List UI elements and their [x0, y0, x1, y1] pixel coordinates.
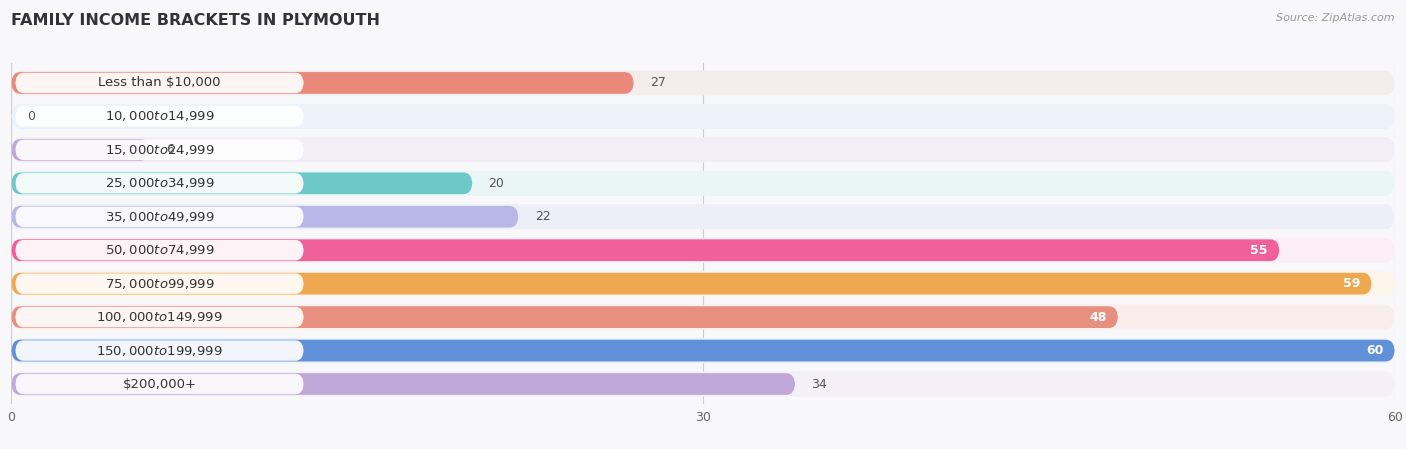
- FancyBboxPatch shape: [15, 106, 304, 127]
- FancyBboxPatch shape: [11, 304, 1395, 330]
- FancyBboxPatch shape: [15, 207, 304, 227]
- FancyBboxPatch shape: [15, 240, 304, 260]
- FancyBboxPatch shape: [11, 238, 1395, 263]
- Text: $75,000 to $99,999: $75,000 to $99,999: [104, 277, 214, 291]
- Text: Less than $10,000: Less than $10,000: [98, 76, 221, 89]
- Text: FAMILY INCOME BRACKETS IN PLYMOUTH: FAMILY INCOME BRACKETS IN PLYMOUTH: [11, 13, 380, 28]
- Text: $35,000 to $49,999: $35,000 to $49,999: [104, 210, 214, 224]
- FancyBboxPatch shape: [11, 137, 1395, 163]
- Text: 48: 48: [1090, 311, 1107, 324]
- FancyBboxPatch shape: [11, 204, 1395, 229]
- FancyBboxPatch shape: [15, 307, 304, 327]
- Text: $100,000 to $149,999: $100,000 to $149,999: [96, 310, 222, 324]
- Text: 34: 34: [811, 378, 827, 391]
- FancyBboxPatch shape: [11, 172, 472, 194]
- Text: 6: 6: [166, 143, 173, 156]
- FancyBboxPatch shape: [11, 139, 149, 161]
- FancyBboxPatch shape: [11, 371, 1395, 396]
- Text: Source: ZipAtlas.com: Source: ZipAtlas.com: [1277, 13, 1395, 23]
- FancyBboxPatch shape: [11, 271, 1395, 296]
- Text: 55: 55: [1250, 244, 1268, 257]
- FancyBboxPatch shape: [11, 104, 1395, 129]
- FancyBboxPatch shape: [15, 140, 304, 160]
- Text: $25,000 to $34,999: $25,000 to $34,999: [104, 176, 214, 190]
- FancyBboxPatch shape: [11, 273, 1372, 295]
- Text: $150,000 to $199,999: $150,000 to $199,999: [96, 343, 222, 357]
- FancyBboxPatch shape: [11, 206, 519, 228]
- FancyBboxPatch shape: [11, 70, 1395, 96]
- FancyBboxPatch shape: [15, 73, 304, 93]
- FancyBboxPatch shape: [11, 72, 634, 94]
- FancyBboxPatch shape: [11, 306, 1118, 328]
- FancyBboxPatch shape: [15, 173, 304, 194]
- FancyBboxPatch shape: [11, 239, 1279, 261]
- Text: 27: 27: [650, 76, 666, 89]
- FancyBboxPatch shape: [11, 338, 1395, 363]
- FancyBboxPatch shape: [11, 340, 1395, 361]
- FancyBboxPatch shape: [15, 273, 304, 294]
- Text: 20: 20: [488, 177, 505, 190]
- Text: $200,000+: $200,000+: [122, 378, 197, 391]
- FancyBboxPatch shape: [11, 373, 796, 395]
- FancyBboxPatch shape: [11, 171, 1395, 196]
- FancyBboxPatch shape: [15, 374, 304, 394]
- Text: 60: 60: [1365, 344, 1384, 357]
- Text: $15,000 to $24,999: $15,000 to $24,999: [104, 143, 214, 157]
- Text: 0: 0: [27, 110, 35, 123]
- FancyBboxPatch shape: [15, 340, 304, 361]
- Text: 22: 22: [534, 210, 550, 223]
- Text: 59: 59: [1343, 277, 1360, 290]
- Text: $10,000 to $14,999: $10,000 to $14,999: [104, 110, 214, 123]
- Text: $50,000 to $74,999: $50,000 to $74,999: [104, 243, 214, 257]
